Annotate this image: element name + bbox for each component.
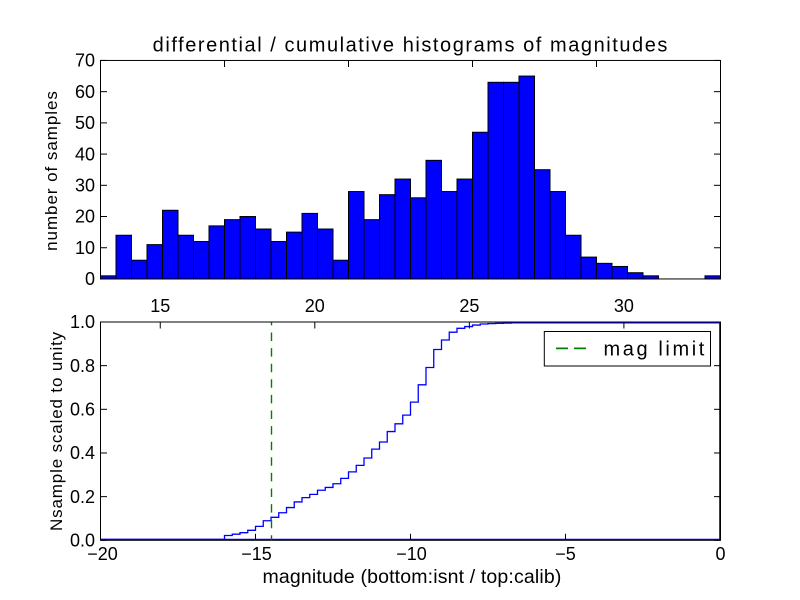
svg-text:Nsample scaled to unity: Nsample scaled to unity: [47, 331, 66, 531]
svg-text:40: 40: [75, 144, 95, 164]
svg-text:0.2: 0.2: [70, 487, 95, 507]
svg-text:15: 15: [150, 296, 170, 316]
svg-text:30: 30: [614, 296, 634, 316]
svg-text:differential / cumulative hist: differential / cumulative histograms of …: [153, 34, 669, 56]
svg-text:0.6: 0.6: [70, 400, 95, 420]
svg-text:20: 20: [75, 207, 95, 227]
svg-text:30: 30: [75, 176, 95, 196]
svg-text:0.4: 0.4: [70, 443, 95, 463]
svg-text:70: 70: [75, 51, 95, 71]
svg-text:−10: −10: [396, 544, 427, 564]
svg-text:number of samples: number of samples: [42, 90, 61, 251]
svg-text:−20: −20: [87, 544, 118, 564]
svg-text:0.8: 0.8: [70, 356, 95, 376]
svg-text:60: 60: [75, 82, 95, 102]
svg-text:10: 10: [75, 238, 95, 258]
svg-text:0: 0: [85, 269, 95, 289]
svg-text:50: 50: [75, 113, 95, 133]
svg-text:mag limit: mag limit: [604, 339, 707, 361]
svg-text:20: 20: [305, 296, 325, 316]
svg-text:−15: −15: [241, 544, 272, 564]
svg-text:magnitude (bottom:isnt / top:c: magnitude (bottom:isnt / top:calib): [263, 566, 562, 588]
svg-text:25: 25: [459, 296, 479, 316]
svg-text:1.0: 1.0: [70, 312, 95, 332]
svg-text:−5: −5: [555, 544, 576, 564]
svg-text:0: 0: [715, 544, 725, 564]
svg-text:0.0: 0.0: [70, 531, 95, 551]
